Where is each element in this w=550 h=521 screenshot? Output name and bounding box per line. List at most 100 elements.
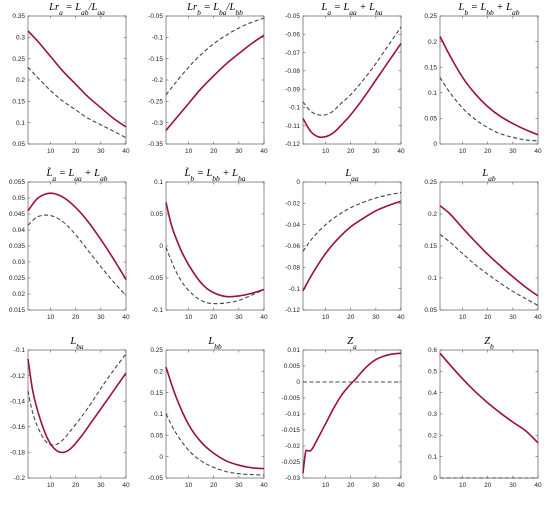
y-tick-label: -0.14 (10, 398, 25, 405)
panel-5: L̃a = Laa + Lab 10 20 30 40 0.015 0.02 0.025 0.0… (9, 166, 130, 321)
plot-area-frame (439, 181, 539, 311)
x-tick-label: 40 (122, 482, 130, 489)
y-tick-label: 0.2 (154, 369, 163, 376)
series-solid-line (439, 352, 539, 444)
y-tick-label: -0.1 (289, 105, 301, 112)
y-tick-label: -0.35 (148, 141, 163, 148)
panel-title: Lba (69, 336, 84, 351)
y-tick-label: 0.035 (9, 243, 26, 250)
x-tick-label: 30 (509, 148, 517, 155)
y-tick-label: 0.045 (9, 211, 26, 218)
x-tick-label: 30 (372, 314, 380, 321)
y-tick-label: -0.05 (148, 13, 163, 20)
x-tick-label: 40 (260, 482, 268, 489)
panel-10: Lbb 10 20 30 40 -0.05 0 0.05 0.1 0.15 0.2 0.25 (148, 336, 268, 489)
y-tick-label: -0.1 (289, 286, 301, 293)
y-tick-label: 0.6 (428, 347, 437, 354)
y-tick-label: 0.15 (12, 99, 25, 106)
y-tick-label: -0.18 (10, 450, 25, 457)
x-tick-label: 40 (397, 314, 405, 321)
panel-8: Lab 10 20 30 40 0.05 0.1 0.15 0.2 0.25 (424, 168, 542, 321)
y-tick-label: -0.11 (286, 123, 301, 130)
y-tick-label: 0 (296, 179, 300, 186)
y-tick-label: 0 (433, 475, 437, 482)
series-solid-line (165, 34, 265, 131)
x-tick-label: 40 (534, 482, 542, 489)
x-tick-label: 40 (122, 314, 130, 321)
y-tick-label: 0.05 (12, 195, 25, 202)
y-tick-label: 0.1 (428, 90, 437, 97)
y-tick-label: 0.3 (16, 35, 25, 42)
y-tick-label: -0.07 (285, 50, 300, 57)
y-tick-label: -0.02 (285, 201, 300, 208)
y-tick-label: 0 (159, 454, 163, 461)
series-solid-line (165, 202, 265, 298)
x-tick-label: 10 (322, 314, 330, 321)
x-tick-label: 10 (459, 314, 467, 321)
x-tick-label: 20 (484, 482, 492, 489)
x-tick-label: 10 (185, 148, 193, 155)
x-tick-label: 40 (260, 148, 268, 155)
panel-2: Lrb = Lba/Lbb 10 20 30 40 -0.35 -0.3 -0.25 -0.2 -… (148, 2, 268, 155)
series-dashed-line (165, 413, 265, 476)
series-solid-line (27, 30, 127, 128)
y-tick-label: -0.16 (10, 424, 25, 431)
x-tick-label: 40 (534, 314, 542, 321)
x-tick-label: 40 (260, 314, 268, 321)
y-tick-label: 0 (159, 243, 163, 250)
plot-area-frame (165, 181, 265, 311)
series-dashed-line (165, 17, 265, 96)
y-tick-label: 0.3 (428, 411, 437, 418)
y-tick-label: 0.01 (287, 347, 300, 354)
y-tick-label: 0.4 (428, 390, 437, 397)
y-tick-label: -0.04 (285, 222, 300, 229)
panel-title: Zb (484, 336, 494, 351)
y-tick-label: 0.03 (12, 259, 25, 266)
series-solid-line (302, 352, 402, 474)
plot-area-frame (302, 181, 402, 311)
y-tick-label: 0.25 (12, 56, 25, 63)
y-tick-label: 0.05 (150, 211, 163, 218)
y-tick-label: -0.12 (285, 141, 300, 148)
y-tick-label: 0.5 (428, 369, 437, 376)
y-tick-label: 0.25 (150, 347, 163, 354)
panel-title: Lrb = Lba/Lbb (186, 2, 243, 17)
series-dashed-line (439, 234, 539, 306)
y-tick-label: -0.06 (285, 243, 300, 250)
panel-title: Lb = Lbb + Lab (458, 2, 520, 17)
y-tick-label: 0.025 (9, 275, 26, 282)
y-tick-label: 0 (433, 141, 437, 148)
y-tick-label: 0 (296, 379, 300, 386)
x-tick-label: 20 (484, 314, 492, 321)
y-tick-label: -0.12 (285, 307, 300, 314)
x-tick-label: 10 (322, 482, 330, 489)
y-tick-label: 0.005 (284, 363, 301, 370)
plot-area-frame (302, 15, 402, 145)
y-tick-label: 0.05 (424, 307, 437, 314)
x-tick-label: 10 (322, 148, 330, 155)
panel-4: Lb = Lbb + Lab 10 20 30 40 0 0.05 0.1 0.15 0.2 0.2… (424, 2, 542, 155)
y-tick-label: 0.04 (12, 227, 25, 234)
y-tick-label: 0.2 (428, 211, 437, 218)
x-tick-label: 20 (72, 148, 80, 155)
x-tick-label: 30 (372, 148, 380, 155)
y-tick-label: -0.005 (282, 395, 301, 402)
x-tick-label: 10 (185, 314, 193, 321)
y-tick-label: 0.015 (9, 307, 26, 314)
y-tick-label: 0.1 (16, 120, 25, 127)
plot-area-frame (165, 349, 265, 479)
x-tick-label: 20 (210, 148, 218, 155)
y-tick-label: -0.05 (148, 475, 163, 482)
panel-title: Laa (344, 168, 359, 183)
x-tick-label: 10 (185, 482, 193, 489)
y-tick-label: -0.15 (148, 56, 163, 63)
y-tick-label: -0.01 (285, 411, 300, 418)
y-tick-label: 0.055 (9, 179, 26, 186)
y-tick-label: 0.05 (424, 116, 437, 123)
y-tick-label: 0.1 (428, 454, 437, 461)
y-tick-label: 0.1 (154, 411, 163, 418)
y-tick-label: -0.1 (152, 35, 164, 42)
plot-area-frame (302, 349, 402, 479)
y-tick-label: 0.15 (424, 64, 437, 71)
x-tick-label: 20 (347, 148, 355, 155)
